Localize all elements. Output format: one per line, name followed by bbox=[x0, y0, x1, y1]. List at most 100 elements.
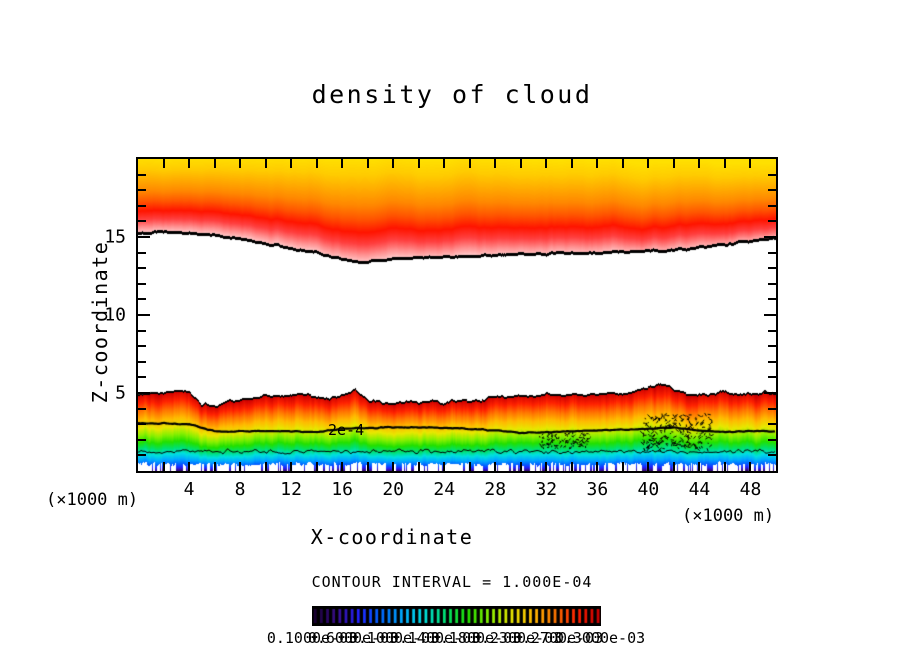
x-axis-tick bbox=[723, 462, 726, 471]
colorbar-tick-label: 0.6000e-03 bbox=[307, 629, 399, 647]
x-axis-tick bbox=[290, 159, 293, 168]
x-axis-tick-label: 4 bbox=[183, 479, 195, 500]
x-axis-tick bbox=[519, 159, 522, 168]
y-axis-tick bbox=[768, 267, 776, 270]
y-axis-tick bbox=[768, 407, 776, 410]
x-axis-tick bbox=[366, 159, 369, 168]
x-axis-tick bbox=[315, 159, 318, 168]
colorbar-tick-label: 0.2300e-03 bbox=[471, 629, 563, 647]
x-axis-tick bbox=[494, 159, 497, 168]
y-axis-tick bbox=[138, 298, 146, 301]
x-axis-tick bbox=[621, 159, 624, 168]
x-axis-tick bbox=[545, 159, 548, 168]
page-title: density of cloud bbox=[311, 80, 593, 109]
y-axis-tick bbox=[138, 282, 146, 285]
y-axis-tick bbox=[768, 282, 776, 285]
x-axis-tick bbox=[596, 159, 599, 168]
x-axis-tick bbox=[570, 159, 573, 168]
x-axis-tick-label: 8 bbox=[234, 479, 246, 500]
y-axis-tick bbox=[764, 392, 776, 394]
y-axis-tick bbox=[138, 173, 146, 176]
colorbar-tick-label: 0.2700e-03 bbox=[512, 629, 604, 647]
y-axis-tick bbox=[768, 423, 776, 426]
density-field-canvas bbox=[138, 159, 776, 471]
y-axis-tick bbox=[768, 189, 776, 192]
x-axis-tick bbox=[621, 462, 624, 471]
x-axis-tick bbox=[698, 462, 701, 471]
y-axis-tick-label: 15 bbox=[104, 226, 126, 248]
y-axis-title: Z-coordinate bbox=[88, 240, 112, 404]
x-axis-tick bbox=[443, 159, 446, 168]
x-axis-tick bbox=[162, 462, 165, 471]
x-axis-tick bbox=[188, 462, 191, 471]
x-axis-tick bbox=[672, 462, 675, 471]
y-axis-tick-label: 10 bbox=[104, 304, 126, 326]
x-axis-tick-label: 24 bbox=[433, 479, 456, 500]
x-axis-tick bbox=[341, 462, 344, 471]
x-axis-tick bbox=[315, 462, 318, 471]
x-axis-tick-label: 48 bbox=[739, 479, 762, 500]
y-axis-tick bbox=[138, 314, 150, 316]
y-axis-tick bbox=[138, 236, 150, 238]
x-axis-tick bbox=[519, 462, 522, 471]
y-axis-tick bbox=[768, 329, 776, 332]
x-axis-tick bbox=[264, 462, 267, 471]
y-axis-tick bbox=[768, 251, 776, 254]
y-axis-tick bbox=[768, 298, 776, 301]
x-axis-tick bbox=[698, 159, 701, 168]
y-axis-tick bbox=[768, 360, 776, 363]
x-axis-tick-label: 16 bbox=[331, 479, 353, 500]
y-axis-tick bbox=[138, 454, 146, 457]
x-axis-tick bbox=[264, 159, 267, 168]
y-axis-tick bbox=[138, 220, 146, 223]
plot-area bbox=[136, 157, 778, 473]
contour-interval-caption: CONTOUR INTERVAL = 1.000E-04 bbox=[311, 573, 593, 591]
x-axis-tick bbox=[749, 462, 752, 471]
x-axis-tick bbox=[570, 462, 573, 471]
x-axis-unit-left: (×1000 m) bbox=[46, 490, 139, 510]
colorbar-tick-label: 0.1000e-03 bbox=[348, 629, 440, 647]
x-axis-unit-right: (×1000 m) bbox=[682, 506, 775, 526]
x-axis-tick bbox=[290, 462, 293, 471]
y-axis-tick-label: 5 bbox=[115, 382, 126, 404]
y-axis-tick bbox=[138, 392, 150, 394]
colorbar-canvas bbox=[312, 606, 601, 626]
y-axis-tick bbox=[138, 423, 146, 426]
colorbar-tick-label: 0.1400e-03 bbox=[389, 629, 481, 647]
colorbar-tick-label: 0.3000e-03 bbox=[554, 629, 646, 647]
x-axis-tick bbox=[749, 159, 752, 168]
x-axis-tick bbox=[341, 159, 344, 168]
y-axis-tick bbox=[138, 267, 146, 270]
x-axis-tick bbox=[468, 159, 471, 168]
y-axis-tick bbox=[138, 360, 146, 363]
x-axis-tick bbox=[417, 159, 420, 168]
x-axis-tick bbox=[213, 159, 216, 168]
x-axis-tick bbox=[392, 462, 395, 471]
y-axis-tick bbox=[138, 189, 146, 192]
x-axis-tick bbox=[188, 159, 191, 168]
y-axis-tick bbox=[138, 251, 146, 254]
x-axis-tick-label: 44 bbox=[688, 479, 711, 500]
x-axis-tick bbox=[647, 462, 650, 471]
x-axis-tick-label: 12 bbox=[280, 479, 302, 500]
y-axis-tick bbox=[768, 438, 776, 441]
colorbar-tick-label: 0.1000e-03 bbox=[266, 629, 358, 647]
x-axis-tick bbox=[647, 159, 650, 168]
y-axis-tick bbox=[768, 345, 776, 348]
y-axis-tick bbox=[768, 376, 776, 379]
y-axis-tick bbox=[138, 345, 146, 348]
x-axis-tick bbox=[494, 462, 497, 471]
x-axis-tick bbox=[545, 462, 548, 471]
y-axis-tick bbox=[764, 314, 776, 316]
y-axis-tick bbox=[768, 220, 776, 223]
y-axis-tick bbox=[138, 438, 146, 441]
colorbar-tick-labels: 0.1000e-03 0.6000e-03 0.1000e-03 0.1400e-03… bbox=[0, 629, 904, 651]
x-axis-tick bbox=[672, 159, 675, 168]
x-axis-tick bbox=[417, 462, 420, 471]
x-axis-tick bbox=[213, 462, 216, 471]
x-axis-tick-label: 36 bbox=[586, 479, 609, 500]
x-axis-title-text: X-coordinate bbox=[310, 525, 474, 549]
x-axis-tick bbox=[366, 462, 369, 471]
x-axis-tick bbox=[468, 462, 471, 471]
